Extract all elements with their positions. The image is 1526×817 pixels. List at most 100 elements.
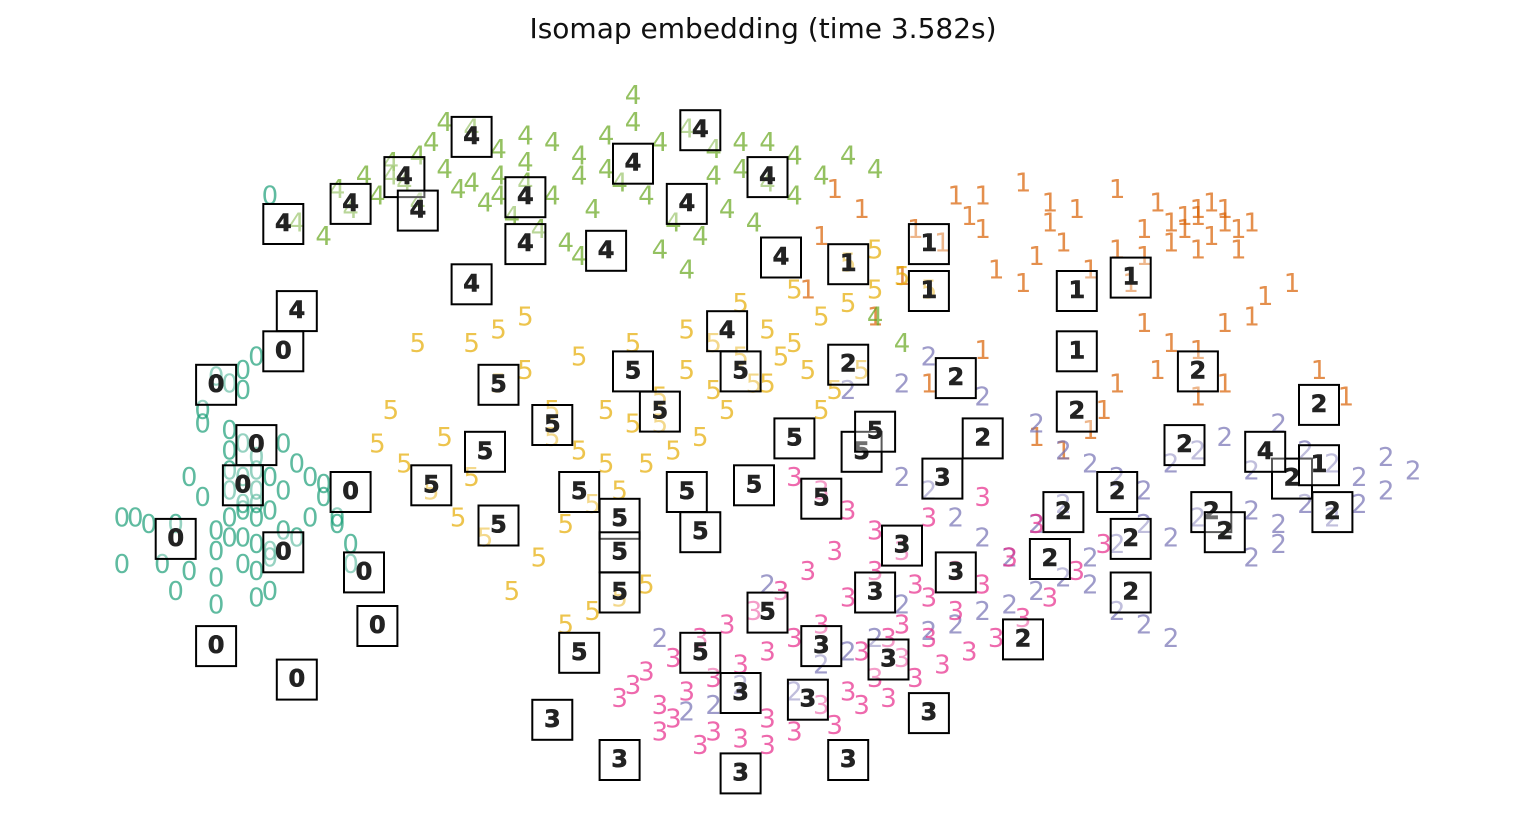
digit-point-4: 4 — [759, 168, 776, 198]
digit-thumbnail: 3 — [827, 739, 870, 781]
thumbnail-frame — [1055, 270, 1098, 312]
digit-point-5: 5 — [853, 356, 870, 386]
digit-thumbnail: 4 — [706, 310, 749, 353]
digit-point-2: 2 — [974, 383, 991, 413]
digit-point-3: 3 — [1042, 584, 1059, 614]
thumbnail-digit-2: 2 — [974, 423, 991, 451]
chart-title: Isomap embedding (time 3.582s) — [529, 12, 997, 45]
digit-thumbnail: 0 — [262, 531, 305, 574]
digit-thumbnail: 5 — [746, 591, 789, 634]
digit-point-5: 5 — [840, 249, 857, 279]
thumbnail-frame — [773, 417, 816, 460]
digit-point-4: 4 — [342, 195, 359, 225]
thumbnail-digit-4: 4 — [409, 196, 426, 224]
digit-point-3: 3 — [948, 557, 965, 587]
thumbnail-frame — [679, 511, 722, 554]
digit-thumbnail: 3 — [531, 698, 574, 741]
digit-point-3: 3 — [759, 731, 776, 761]
thumbnail-digit-0: 0 — [369, 611, 386, 639]
digit-point-3: 3 — [880, 684, 897, 714]
thumbnail-digit-0: 0 — [342, 477, 359, 505]
digit-thumbnail: 2 — [1203, 511, 1246, 554]
digit-thumbnail: 1 — [907, 270, 950, 312]
digit-point-0: 0 — [221, 456, 238, 486]
thumbnail-frame — [195, 363, 238, 406]
digit-point-4: 4 — [490, 162, 507, 192]
thumbnail-digit-1: 1 — [1068, 276, 1085, 304]
digit-point-2: 2 — [894, 463, 911, 493]
thumbnail-frame — [195, 625, 238, 668]
digit-thumbnail: 2 — [1298, 383, 1340, 426]
thumbnail-digit-3: 3 — [921, 698, 938, 726]
thumbnail-digit-5: 5 — [746, 470, 763, 498]
digit-point-1: 1 — [1257, 282, 1274, 312]
digit-point-2: 2 — [1217, 423, 1234, 453]
thumbnail-digit-5: 5 — [571, 638, 588, 666]
thumbnail-digit-3: 3 — [544, 705, 561, 733]
digit-point-2: 2 — [1324, 450, 1341, 480]
digit-point-1: 1 — [1176, 202, 1193, 232]
digit-thumbnail: 2 — [1055, 390, 1098, 433]
thumbnail-digit-5: 5 — [652, 397, 669, 425]
thumbnail-frame — [1109, 571, 1152, 614]
thumbnail-digit-1: 1 — [1122, 263, 1139, 291]
thumbnail-frame — [679, 631, 722, 674]
digit-point-2: 2 — [840, 376, 857, 406]
digit-point-3: 3 — [894, 537, 911, 567]
digit-point-1: 1 — [1149, 188, 1166, 218]
digit-thumbnail: 4 — [262, 203, 305, 245]
digit-point-4: 4 — [679, 115, 696, 145]
digit-point-2: 2 — [840, 637, 857, 667]
digit-point-0: 0 — [248, 584, 265, 614]
digit-point-0: 0 — [235, 497, 252, 527]
thumbnail-frame — [907, 692, 950, 735]
thumbnail-frame — [719, 752, 762, 795]
digit-thumbnail: 2 — [1042, 491, 1085, 534]
thumbnail-frame — [934, 357, 977, 400]
digit-point-1: 1 — [1203, 188, 1220, 218]
thumbnail-digit-1: 1 — [921, 229, 938, 257]
digit-point-5: 5 — [611, 584, 628, 614]
thumbnail-digit-5: 5 — [477, 437, 494, 465]
digit-point-4: 4 — [625, 108, 642, 138]
digit-point-4: 4 — [746, 209, 763, 239]
digit-thumbnail: 4 — [275, 290, 318, 333]
digit-point-2: 2 — [894, 369, 911, 399]
thumbnail-digit-5: 5 — [571, 477, 588, 505]
digit-point-3: 3 — [988, 624, 1005, 654]
thumbnail-digit-4: 4 — [463, 122, 480, 150]
digit-point-4: 4 — [329, 175, 346, 205]
thumbnail-frame — [329, 471, 372, 513]
thumbnail-digit-3: 3 — [732, 758, 749, 786]
digit-thumbnail: 4 — [679, 109, 722, 152]
thumbnail-digit-2: 2 — [1190, 356, 1207, 384]
digit-point-4: 4 — [463, 168, 480, 198]
digit-point-2: 2 — [1378, 477, 1395, 507]
digit-point-5: 5 — [840, 289, 857, 319]
digit-point-2: 2 — [1055, 490, 1072, 520]
thumbnail-frame — [907, 223, 950, 266]
digit-point-3: 3 — [1069, 557, 1086, 587]
digit-point-3: 3 — [827, 537, 844, 567]
thumbnail-digit-5: 5 — [611, 504, 628, 532]
digit-point-1: 1 — [1190, 195, 1207, 225]
thumbnail-digit-0: 0 — [275, 336, 292, 364]
digit-point-1: 1 — [1122, 269, 1139, 299]
digit-point-0: 0 — [221, 523, 238, 553]
digit-point-0: 0 — [235, 430, 252, 460]
digit-thumbnail: 5 — [719, 350, 762, 393]
digit-point-0: 0 — [235, 523, 252, 553]
thumbnail-frame — [706, 310, 749, 353]
digit-point-3: 3 — [840, 678, 857, 708]
digit-point-0: 0 — [208, 564, 225, 594]
thumbnail-digit-2: 2 — [840, 350, 857, 378]
digit-point-4: 4 — [652, 128, 669, 158]
thumbnail-frame — [343, 551, 385, 594]
digit-thumbnail: 5 — [477, 363, 520, 406]
thumbnail-digit-4: 4 — [625, 149, 642, 177]
digit-point-1: 1 — [800, 276, 817, 306]
thumbnail-frame — [786, 678, 829, 721]
thumbnail-frame — [1203, 511, 1246, 554]
digit-thumbnail: 3 — [800, 625, 843, 668]
digit-thumbnail: 4 — [585, 229, 628, 272]
